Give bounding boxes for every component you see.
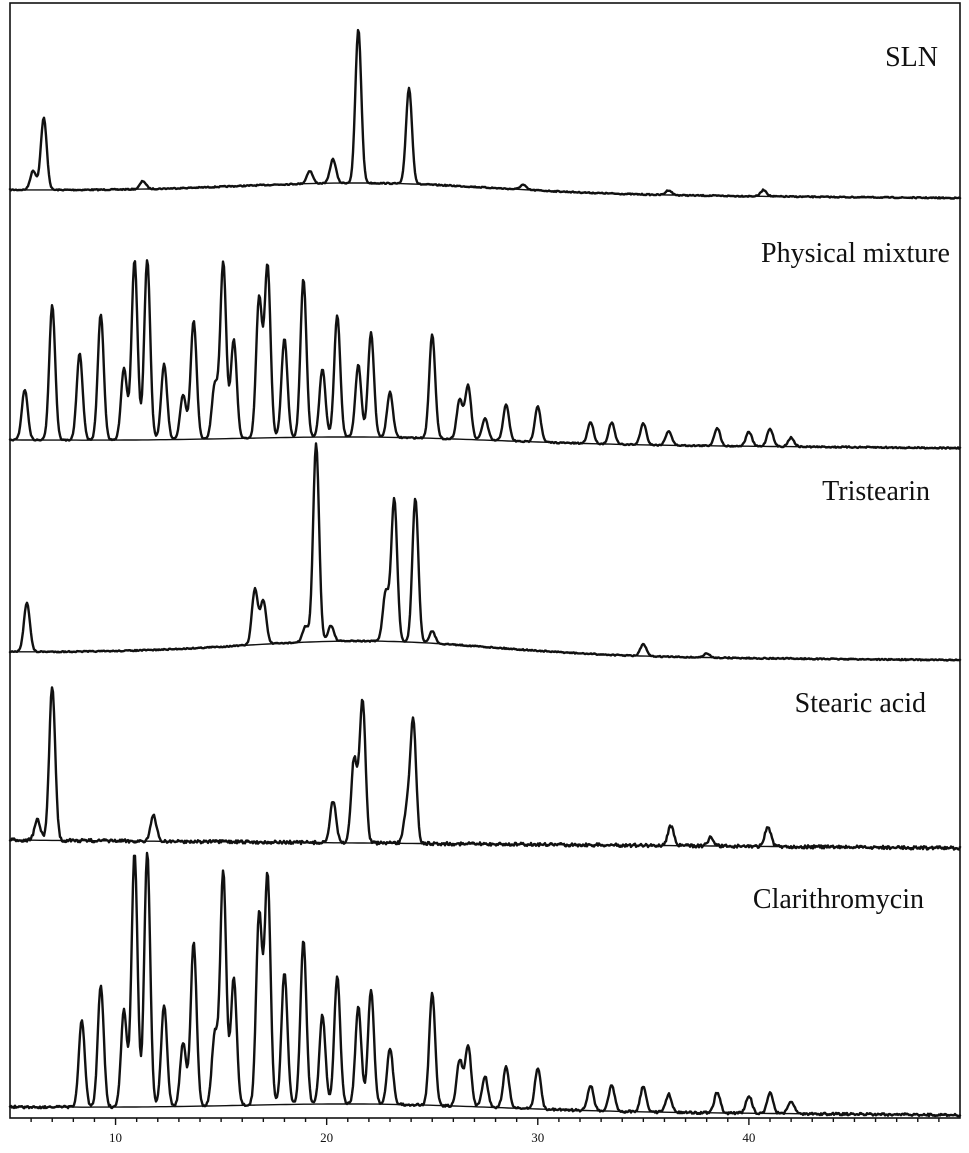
series-label: Stearic acid — [795, 688, 926, 719]
series-label: Tristearin — [822, 476, 930, 507]
baseline-tristearin — [9, 640, 959, 661]
series-label: SLN — [885, 42, 938, 73]
series-label: Clarithromycin — [753, 884, 924, 915]
baseline-sln — [10, 182, 959, 199]
x-tick-label: 20 — [320, 1130, 333, 1145]
baseline-stearic-acid — [9, 839, 959, 849]
trace-layer — [8, 28, 962, 1118]
baseline-clarithromycin — [10, 1103, 959, 1116]
x-tick-label: 40 — [742, 1130, 755, 1145]
x-tick-label: 30 — [531, 1130, 544, 1145]
x-tick-label: 10 — [109, 1130, 122, 1145]
baseline-physical-mixture — [10, 436, 959, 449]
trace-sln — [8, 28, 962, 200]
trace-tristearin — [8, 442, 962, 662]
series-label: Physical mixture — [761, 238, 950, 269]
plot-frame — [9, 2, 961, 1119]
trace-physical-mixture — [8, 259, 962, 450]
series-label-layer: SLN Physical mixture Tristearin Stearic aci… — [753, 42, 950, 915]
x-axis: 10 20 30 40 — [30, 1118, 940, 1145]
